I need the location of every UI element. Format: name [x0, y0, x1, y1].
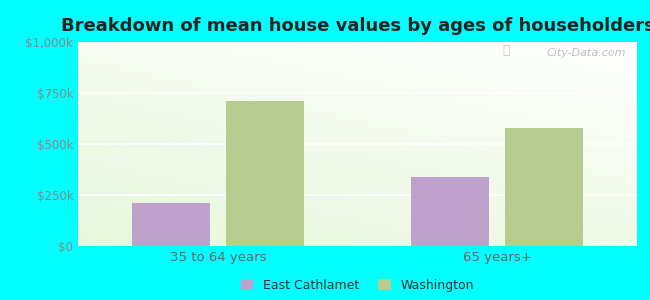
- Text: ⓘ: ⓘ: [503, 44, 510, 57]
- Bar: [226, 101, 304, 246]
- Text: City-Data.com: City-Data.com: [546, 48, 626, 58]
- Bar: [132, 203, 210, 246]
- Bar: [505, 128, 583, 246]
- Title: Breakdown of mean house values by ages of householders: Breakdown of mean house values by ages o…: [60, 17, 650, 35]
- Legend: East Cathlamet, Washington: East Cathlamet, Washington: [240, 279, 474, 292]
- Bar: [411, 177, 489, 246]
